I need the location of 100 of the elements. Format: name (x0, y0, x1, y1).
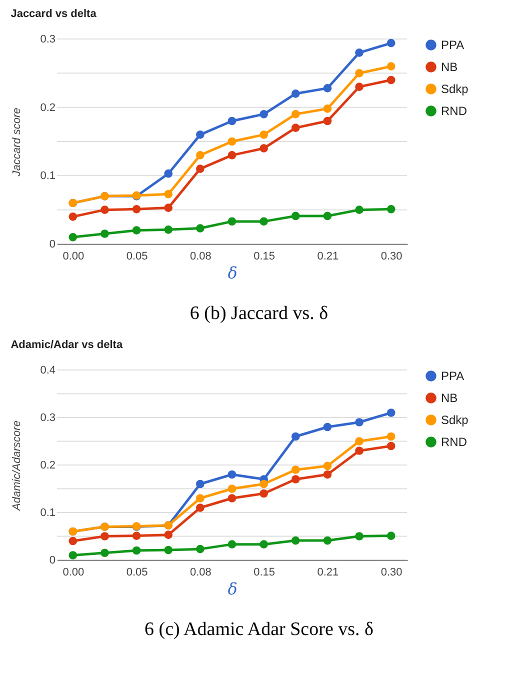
y-axis-title: Adamic/Adarscore (11, 420, 24, 512)
point (291, 432, 300, 441)
point (323, 470, 332, 479)
x-tick-label: 0.30 (380, 250, 402, 262)
x-tick-label: 0.30 (380, 566, 402, 578)
point (196, 504, 204, 512)
point (386, 62, 396, 71)
point (291, 536, 300, 545)
point (355, 206, 364, 214)
point (323, 462, 332, 470)
legend-label: PPA (441, 38, 464, 52)
point (164, 225, 173, 234)
y-tick-label: 0.2 (40, 102, 56, 114)
point (228, 494, 236, 502)
point (68, 232, 78, 242)
point (164, 546, 173, 554)
legend-label: NB (441, 391, 458, 405)
point (355, 48, 364, 57)
point (260, 540, 268, 548)
point (100, 206, 109, 214)
point (132, 204, 141, 214)
point (291, 110, 300, 118)
y-tick-label: 0.3 (40, 34, 56, 46)
point (68, 536, 78, 546)
chart-title: Adamic/Adar vs delta (10, 339, 124, 351)
y-tick-label: 0 (49, 554, 56, 566)
point (68, 212, 78, 221)
point (355, 68, 364, 78)
text: 6 (c) Adamic Adar Score vs. δ (144, 619, 374, 641)
point (386, 442, 396, 450)
point (291, 124, 300, 132)
x-axis-title: δ (228, 264, 238, 282)
point (323, 104, 332, 113)
point (291, 466, 300, 474)
point (386, 432, 396, 441)
point (260, 489, 268, 498)
point (228, 540, 236, 548)
legend-label: RND (441, 435, 468, 449)
point (196, 164, 204, 174)
point (228, 217, 236, 226)
chart-title: Jaccard vs delta (10, 8, 98, 20)
y-tick-label: 0.1 (40, 507, 56, 519)
x-tick-label: 0.00 (62, 566, 84, 578)
point (196, 224, 204, 232)
point (260, 217, 268, 226)
legend-label: Sdkp (441, 82, 469, 96)
x-tick-label: 0.05 (126, 250, 148, 262)
point (323, 84, 332, 92)
point (323, 422, 332, 432)
y-tick-label: 0.1 (40, 170, 56, 182)
point (260, 130, 268, 139)
point (355, 437, 364, 446)
point (386, 408, 396, 417)
text: 6 (b) Jaccard vs. δ (188, 303, 330, 325)
point (196, 480, 204, 488)
point (132, 532, 141, 540)
point (355, 82, 364, 92)
point (164, 530, 173, 539)
point (291, 89, 300, 98)
point (100, 548, 109, 558)
legend-label: NB (441, 60, 458, 74)
point (164, 204, 173, 212)
point (260, 480, 268, 488)
legend-label: Sdkp (441, 413, 469, 427)
point (291, 212, 300, 220)
point (386, 76, 396, 84)
x-axis-title: δ (228, 580, 238, 598)
y-tick-label: 0 (49, 238, 56, 250)
y-tick-label: 0.2 (40, 460, 56, 472)
point (196, 130, 204, 139)
point (386, 204, 396, 214)
x-tick-label: 0.15 (254, 250, 276, 262)
y-tick-label: 0.4 (40, 364, 56, 376)
x-tick-label: 0.00 (62, 250, 84, 262)
point (260, 144, 268, 153)
point (228, 484, 236, 493)
point (323, 536, 332, 545)
x-tick-label: 0.15 (254, 566, 276, 578)
legend-label: RND (441, 104, 468, 118)
point (164, 169, 173, 178)
point (164, 190, 173, 198)
point (355, 446, 364, 455)
point (132, 226, 141, 235)
point (228, 470, 236, 479)
point (228, 137, 236, 146)
point (355, 532, 364, 540)
point (260, 110, 268, 118)
y-axis-title: Jaccard score (11, 108, 24, 178)
point (100, 532, 109, 540)
point (196, 544, 204, 554)
point (291, 475, 300, 484)
x-tick-label: 0.21 (317, 250, 339, 262)
point (386, 38, 396, 48)
point (68, 551, 78, 560)
point (323, 116, 332, 126)
point (132, 546, 141, 555)
point (196, 150, 204, 160)
x-tick-label: 0.21 (317, 566, 339, 578)
point (228, 150, 236, 160)
x-tick-label: 0.05 (126, 566, 148, 578)
